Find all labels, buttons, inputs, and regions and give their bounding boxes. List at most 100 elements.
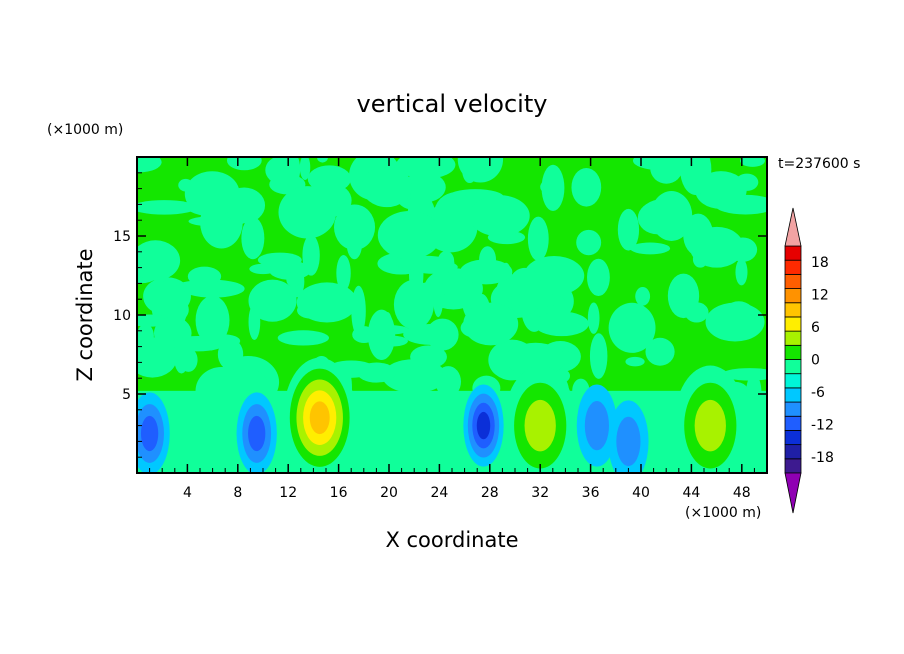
x-tick-label: 44 bbox=[682, 485, 700, 501]
contour-patch bbox=[277, 330, 329, 346]
y-tick-label: 5 bbox=[122, 387, 131, 403]
contour-patch bbox=[377, 211, 442, 260]
x-tick-label: 8 bbox=[233, 485, 242, 501]
contour-patch bbox=[587, 302, 600, 334]
colorbar-tick-label: 12 bbox=[811, 288, 829, 304]
contour-patch bbox=[635, 286, 651, 306]
x-tick-label: 36 bbox=[582, 485, 600, 501]
downdraft-contour bbox=[140, 415, 159, 452]
contour-patch bbox=[333, 204, 376, 250]
contour-patch bbox=[367, 309, 396, 360]
contour-patch bbox=[540, 178, 563, 195]
contour-patch bbox=[459, 259, 513, 285]
contour-patch bbox=[265, 157, 296, 184]
contour-patch bbox=[380, 221, 434, 235]
contour-patch bbox=[184, 171, 240, 217]
contour-patch bbox=[505, 342, 566, 376]
contour-patch bbox=[462, 157, 478, 184]
chart-title: vertical velocity bbox=[357, 90, 548, 118]
downdraft-contour bbox=[616, 416, 641, 467]
downdraft-contour bbox=[584, 400, 609, 451]
colorbar-segment bbox=[784, 259, 802, 275]
x-unit-label: (×1000 m) bbox=[685, 505, 761, 521]
contour-patch bbox=[534, 311, 589, 337]
contour-patch bbox=[217, 338, 244, 370]
colorbar-tick-label: 18 bbox=[811, 255, 829, 271]
x-tick-label: 24 bbox=[430, 485, 448, 501]
colorbar-segment bbox=[784, 415, 802, 431]
contour-patch bbox=[137, 240, 181, 281]
colorbar-segment bbox=[784, 430, 802, 446]
contour-patch bbox=[617, 208, 640, 251]
contour-patch bbox=[361, 166, 412, 208]
contour-patch bbox=[248, 303, 261, 340]
x-tick-label: 48 bbox=[733, 485, 751, 501]
contour-patch bbox=[469, 195, 530, 237]
contour-patch bbox=[667, 273, 700, 319]
x-tick-label: 28 bbox=[481, 485, 499, 501]
contour-patch bbox=[630, 242, 671, 255]
contour-patch bbox=[639, 199, 688, 235]
contour-field bbox=[137, 157, 767, 473]
x-axis-label: X coordinate bbox=[385, 528, 518, 552]
colorbar-segment bbox=[784, 245, 802, 261]
time-label: t=237600 s bbox=[778, 156, 860, 172]
colorbar-over-triangle bbox=[784, 207, 802, 247]
contour-band bbox=[137, 390, 767, 473]
contour-patch bbox=[433, 192, 477, 237]
colorbar-segment bbox=[784, 288, 802, 304]
contour-patch bbox=[576, 229, 602, 256]
colorbar-segment bbox=[784, 330, 802, 346]
y-unit-label: (×1000 m) bbox=[47, 122, 123, 138]
contour-patch bbox=[417, 281, 449, 298]
contour-patch bbox=[589, 333, 608, 379]
contour-patch bbox=[410, 345, 447, 369]
colorbar-segment bbox=[784, 458, 802, 474]
contour-patch bbox=[721, 368, 767, 381]
colorbar-segment bbox=[784, 359, 802, 375]
contour-patch bbox=[137, 200, 197, 215]
contour-patch bbox=[735, 173, 759, 191]
contour-patch bbox=[336, 254, 351, 292]
colorbar-segment bbox=[784, 344, 802, 360]
contour-patch bbox=[403, 324, 457, 345]
contour-patch bbox=[299, 157, 311, 181]
contour-patch bbox=[683, 213, 714, 256]
contour-patch bbox=[645, 337, 675, 366]
colorbar-tick-label: 6 bbox=[811, 320, 820, 336]
colorbar-segment bbox=[784, 316, 802, 332]
contour-patch bbox=[728, 237, 758, 262]
contour-patch bbox=[137, 323, 154, 348]
y-tick-label: 10 bbox=[113, 308, 131, 324]
colorbar-segment bbox=[784, 387, 802, 403]
colorbar-tick-label: -12 bbox=[811, 417, 834, 433]
colorbar-under-triangle bbox=[784, 472, 802, 514]
contour-patch bbox=[714, 194, 767, 215]
updraft-contour bbox=[694, 399, 726, 452]
colorbar-segment bbox=[784, 302, 802, 318]
contour-patch bbox=[571, 168, 602, 207]
colorbar-segment bbox=[784, 444, 802, 460]
contour-patch bbox=[137, 157, 162, 173]
colorbar-segment bbox=[784, 401, 802, 417]
contour-patch bbox=[705, 302, 765, 342]
y-axis-ticks: 5 10 15 bbox=[113, 172, 767, 458]
x-tick-label: 12 bbox=[279, 485, 297, 501]
colorbar-tick-label: 0 bbox=[811, 353, 820, 369]
x-tick-label: 40 bbox=[632, 485, 650, 501]
contour-patch bbox=[241, 217, 265, 260]
updraft-contour bbox=[524, 399, 556, 452]
x-tick-label: 32 bbox=[531, 485, 549, 501]
contour-patch bbox=[366, 324, 410, 335]
downdraft-contour bbox=[476, 411, 491, 440]
contour-patch bbox=[625, 356, 645, 367]
contour-patch bbox=[680, 157, 712, 195]
updraft-contour bbox=[309, 401, 330, 435]
x-tick-label: 16 bbox=[330, 485, 348, 501]
contour-patch bbox=[316, 184, 352, 217]
contour-patch bbox=[506, 267, 543, 316]
y-axis-label: Z coordinate bbox=[73, 248, 97, 381]
x-tick-label: 20 bbox=[380, 485, 398, 501]
